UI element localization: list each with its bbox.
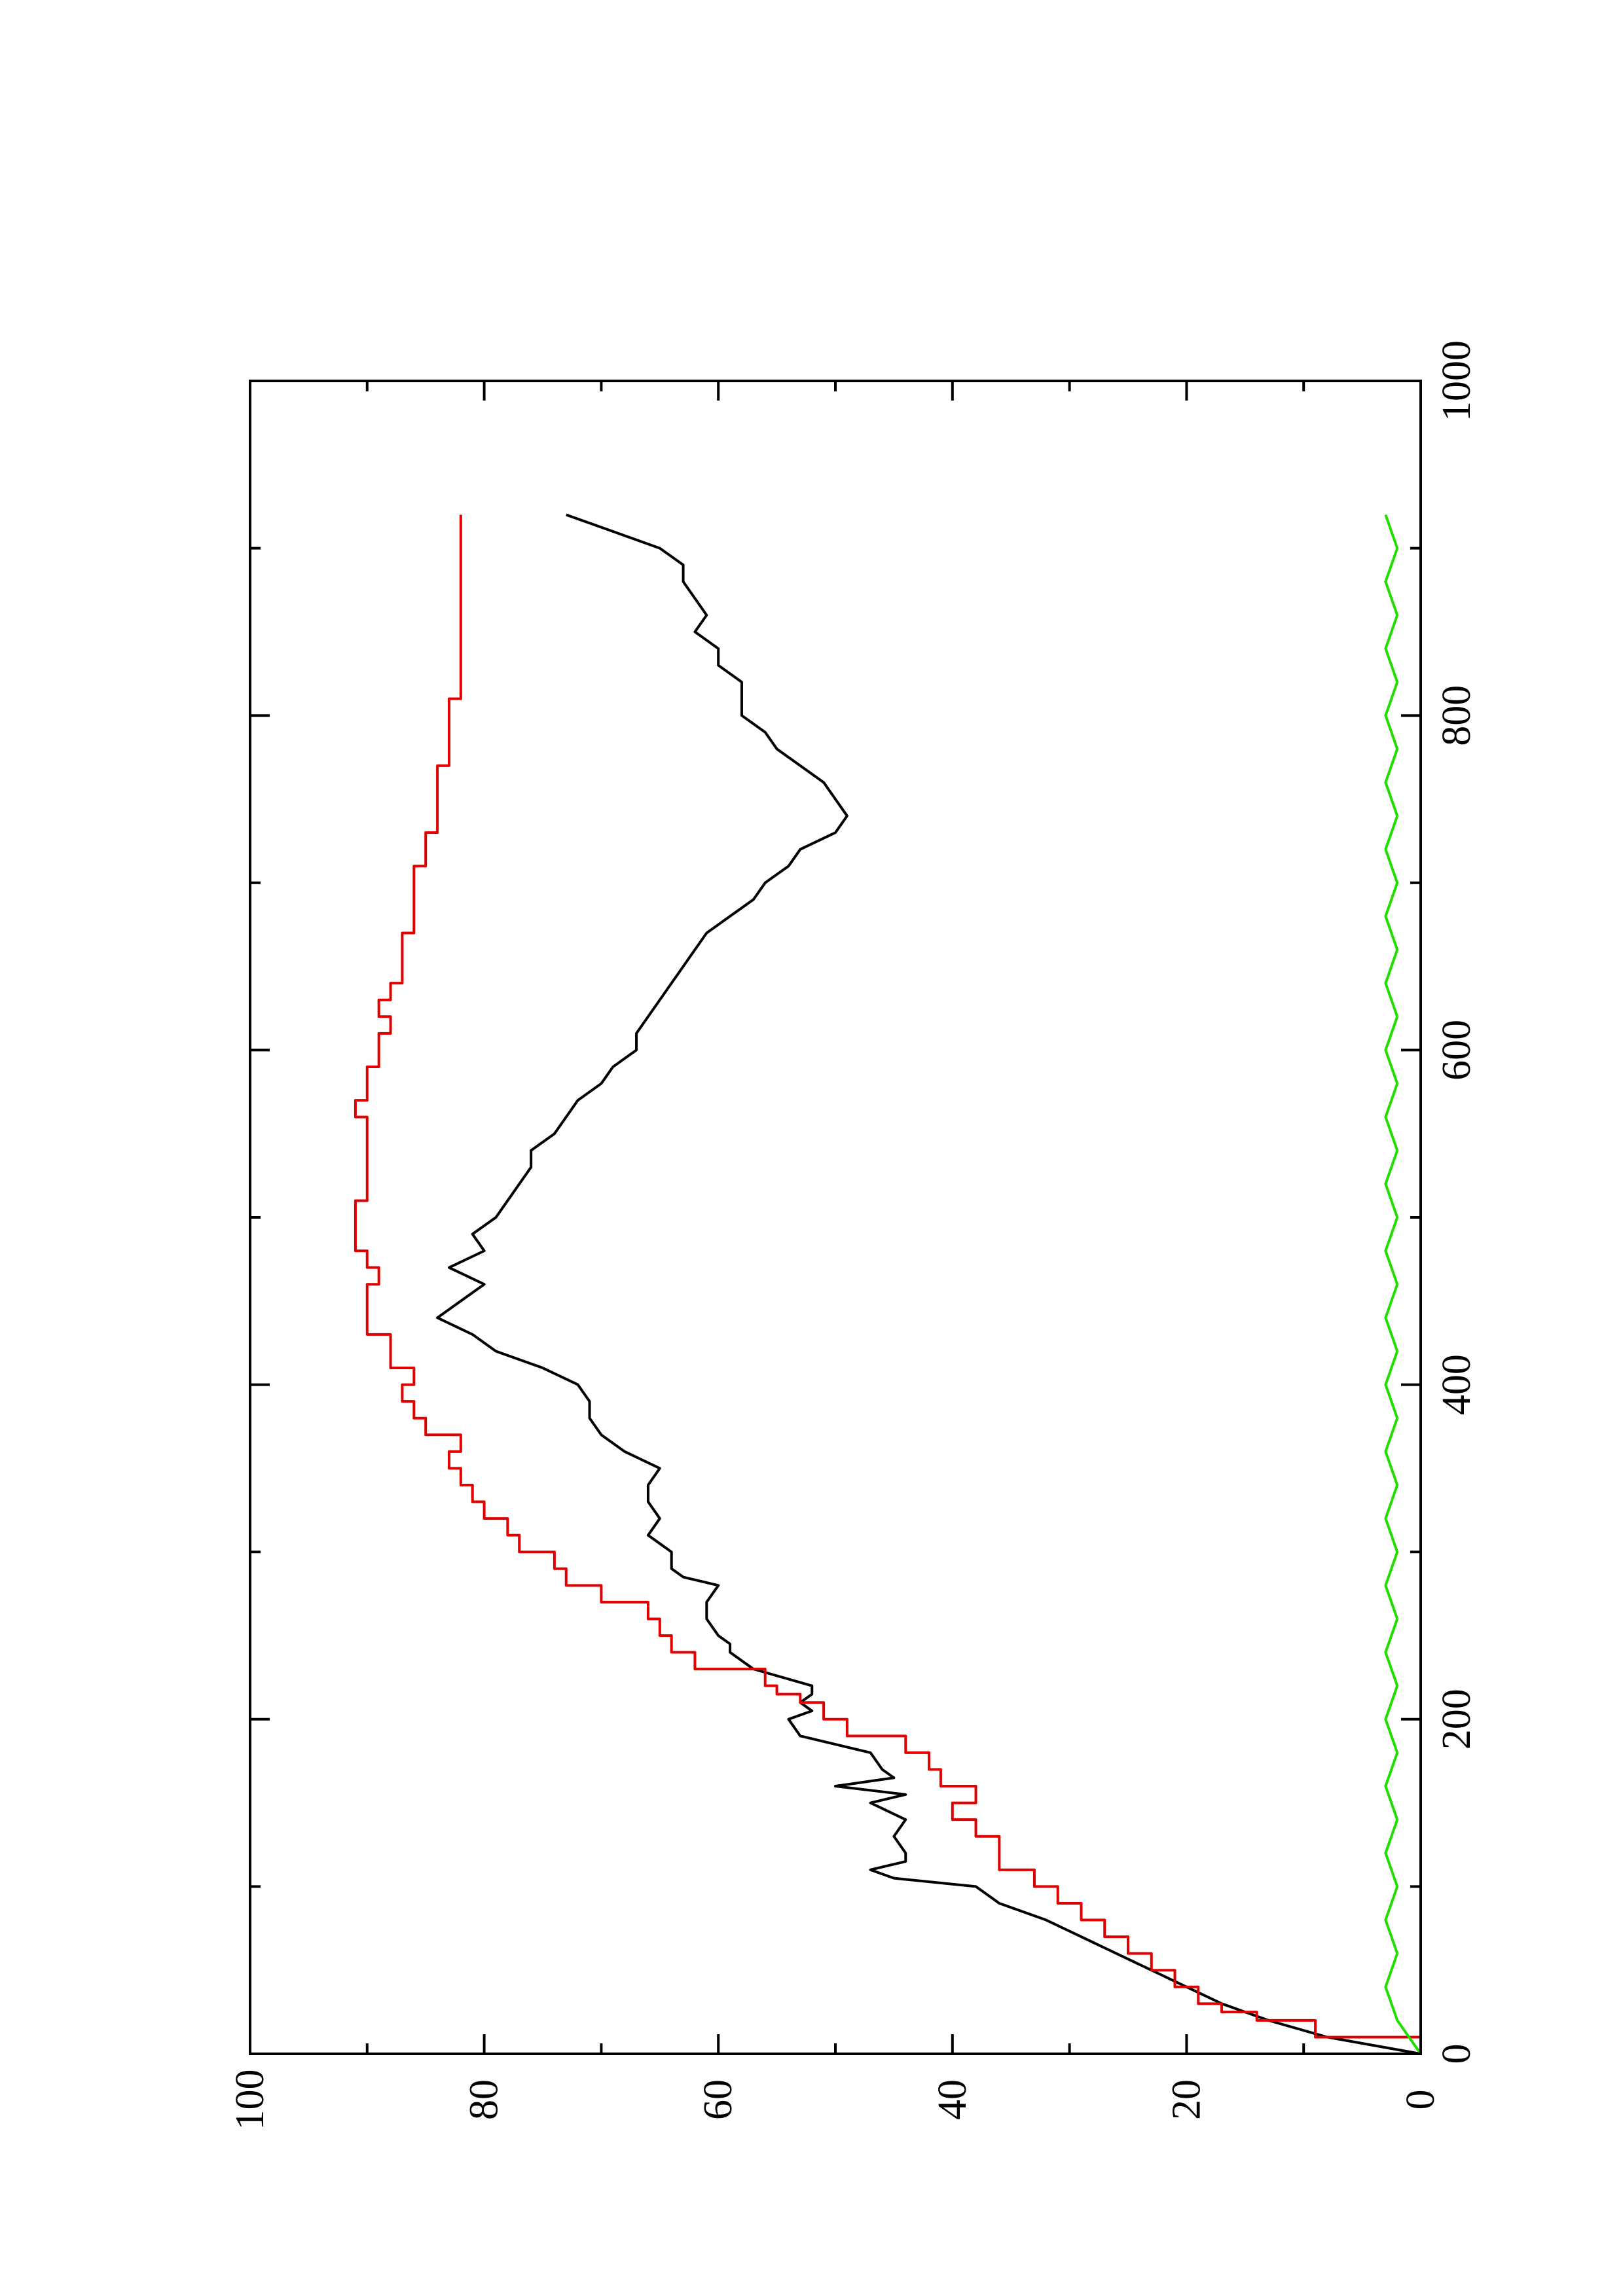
x-tick-label: 1000	[1434, 340, 1479, 422]
plot-frame	[249, 380, 1422, 2055]
y-tick-label: 40	[930, 2079, 975, 2120]
series-line-3	[1384, 514, 1422, 2055]
x-tick-label: 200	[1434, 1689, 1479, 1749]
y-tick-label: 100	[228, 2070, 272, 2130]
x-tick-label: 800	[1434, 685, 1479, 746]
x-tick-label: 0	[1434, 2044, 1479, 2064]
x-tick-label: 400	[1434, 1354, 1479, 1415]
y-tick-label: 80	[462, 2079, 507, 2120]
series-line-1	[436, 513, 1421, 2055]
series-line-2	[354, 514, 1422, 2054]
axes-group: 0 200 400 600 800 1000 0 20 40 60 80 100	[228, 340, 1479, 2130]
x-tick-label: 600	[1434, 1020, 1479, 1081]
series-group	[354, 513, 1422, 2055]
y-tick-label: 20	[1164, 2079, 1209, 2120]
y-tick-label: 60	[696, 2079, 740, 2120]
y-tick-label: 0	[1398, 2090, 1443, 2110]
